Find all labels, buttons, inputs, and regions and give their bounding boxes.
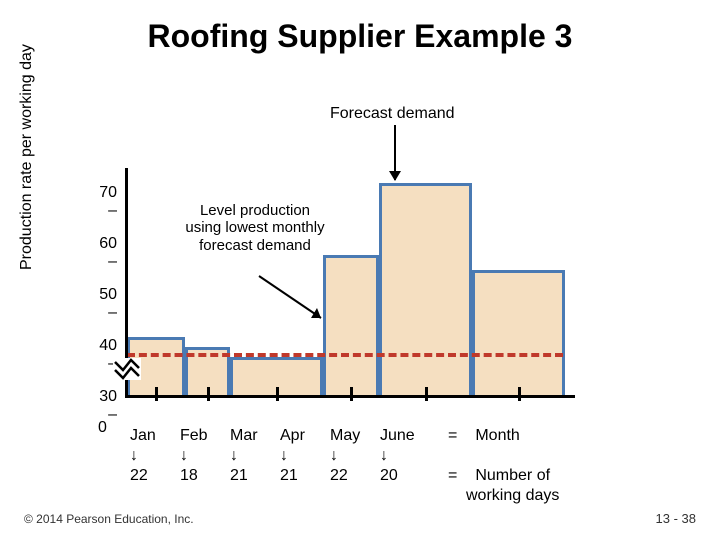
down-arrow-icon: ↓ <box>330 446 380 466</box>
bar-june <box>472 270 565 398</box>
working-days-value: 21 <box>280 466 330 486</box>
annotation-arrow-icon <box>255 272 330 327</box>
working-days-value: 22 <box>130 466 180 486</box>
month-label: June <box>380 426 430 446</box>
down-arrow-icon: ↓ <box>380 446 430 466</box>
x-tick <box>155 387 158 401</box>
month-label: Jan <box>130 426 180 446</box>
y-axis-label: Production rate per working day <box>18 44 36 270</box>
working-days-value: 20 <box>380 466 430 486</box>
bar-may <box>379 183 472 398</box>
working-days-value: 22 <box>330 466 380 486</box>
month-legend: Month <box>475 426 519 446</box>
bar-apr <box>323 255 379 398</box>
working-days-value: 21 <box>230 466 280 486</box>
page-title: Roofing Supplier Example 3 <box>0 0 720 55</box>
month-label: Apr <box>280 426 330 446</box>
x-axis-labels: JanFebMarAprMayJune=Month ↓↓↓↓↓↓ 2218212… <box>130 426 690 506</box>
equals-sign: = <box>448 466 457 486</box>
days-legend-2: working days <box>466 486 559 506</box>
y-tick: 70 – <box>83 184 117 220</box>
down-arrow-icon: ↓ <box>130 446 180 466</box>
x-axis-line <box>125 395 575 398</box>
month-label: May <box>330 426 380 446</box>
zero-label: 0 <box>98 419 107 437</box>
days-legend-1: Number of <box>475 466 550 486</box>
working-days-value: 18 <box>180 466 230 486</box>
month-label: Mar <box>230 426 280 446</box>
y-tick: 40 – <box>83 337 117 373</box>
x-tick <box>207 387 210 401</box>
forecast-demand-label: Forecast demand <box>330 105 455 123</box>
level-annotation: Level production using lowest monthly fo… <box>185 202 325 254</box>
x-tick <box>276 387 279 401</box>
down-arrow-icon: ↓ <box>180 446 230 466</box>
axis-break-icon <box>113 358 141 380</box>
copyright-text: © 2014 Pearson Education, Inc. <box>24 512 194 526</box>
down-arrow-icon: ↓ <box>280 446 330 466</box>
equals-sign: = <box>448 426 457 446</box>
page-number: 13 - 38 <box>656 511 696 526</box>
y-tick: 50 – <box>83 286 117 322</box>
x-tick <box>350 387 353 401</box>
down-arrow-icon: ↓ <box>230 446 280 466</box>
level-line <box>127 353 563 357</box>
x-tick <box>425 387 428 401</box>
x-tick <box>518 387 521 401</box>
month-label: Feb <box>180 426 230 446</box>
y-tick: 60 – <box>83 235 117 271</box>
